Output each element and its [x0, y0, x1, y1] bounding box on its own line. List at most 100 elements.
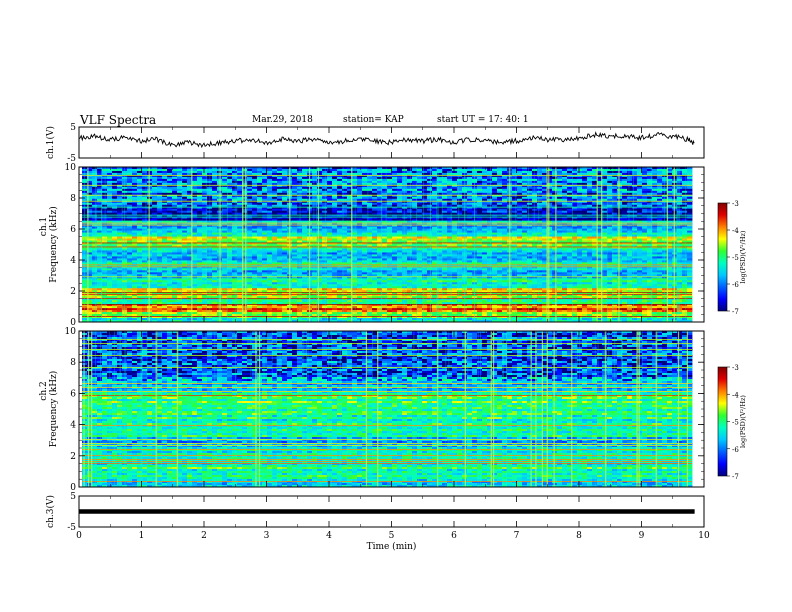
- spectrogram-cell: [402, 214, 408, 218]
- spectrogram-cell: [222, 202, 228, 206]
- spectrogram-cell: [652, 202, 658, 206]
- spectrogram-cell: [642, 182, 648, 186]
- spectrogram-cell: [687, 210, 693, 214]
- spectrogram-cell: [612, 222, 618, 226]
- spectrogram-cell: [152, 186, 158, 190]
- spectrogram-cell: [612, 212, 618, 216]
- spectrogram-cell: [422, 206, 428, 210]
- spectrogram-cell: [482, 232, 488, 235]
- spectrogram-cell: [102, 194, 108, 198]
- spectrogram-cell: [647, 216, 653, 220]
- spectrogram-cell: [347, 226, 353, 230]
- spectrogram-cell: [97, 204, 103, 208]
- spectrogram-cell: [297, 234, 303, 237]
- spectrogram-cell: [157, 210, 163, 214]
- spectrogram-cell: [627, 228, 633, 231]
- spectrogram-cell: [132, 220, 138, 224]
- spectrogram-cell: [517, 204, 523, 208]
- spectrogram-cell: [547, 198, 553, 202]
- spectrogram-cell: [587, 202, 593, 206]
- spectrogram-cell: [317, 167, 323, 170]
- spectrogram-cell: [652, 210, 658, 214]
- spectrogram-cell: [442, 214, 448, 218]
- spectrogram-cell: [327, 190, 333, 194]
- spectrogram-cell: [182, 224, 188, 228]
- spectrogram-cell: [522, 234, 528, 237]
- spectrogram-cell: [207, 212, 213, 216]
- spectrogram-cell: [122, 200, 128, 204]
- spectrogram-cell: [357, 184, 363, 188]
- spectrogram-cell: [382, 194, 388, 198]
- spectrogram-cell: [577, 226, 583, 230]
- spectrogram-cell: [347, 216, 353, 220]
- spectrogram-cell: [162, 224, 168, 228]
- spectrogram-cell: [302, 184, 308, 188]
- spectrogram-cell: [452, 206, 458, 210]
- spectrogram-cell: [552, 190, 558, 194]
- spectrogram-cell: [642, 236, 648, 239]
- spectrogram-cell: [462, 218, 468, 222]
- spectrogram-cell: [402, 184, 408, 188]
- spectrogram-cell: [257, 198, 263, 202]
- spectrogram-cell: [292, 204, 298, 208]
- spectrogram-cell: [182, 188, 188, 192]
- spectrogram-cell: [637, 170, 643, 174]
- spectrogram-cell: [592, 222, 598, 226]
- spectrogram-cell: [367, 188, 373, 192]
- spectrogram-cell: [377, 172, 383, 176]
- spectrogram-cell: [462, 172, 468, 176]
- spectrogram-cell: [642, 214, 648, 218]
- spectrogram-cell: [537, 184, 543, 188]
- spectrogram-cell: [422, 210, 428, 214]
- spectrogram-cell: [377, 167, 383, 170]
- spectrogram-cell: [187, 234, 193, 237]
- spectrogram-cell: [172, 186, 178, 190]
- spectrogram-cell: [627, 196, 633, 200]
- spectrogram-cell: [272, 234, 278, 237]
- spectrogram-cell: [447, 236, 453, 239]
- spectrogram-cell: [112, 194, 118, 198]
- spectrogram-cell: [97, 228, 103, 231]
- spectrogram-cell: [297, 170, 303, 174]
- spectrogram-cell: [357, 216, 363, 220]
- spectrogram-cell: [97, 184, 103, 188]
- spectrogram-cell: [92, 220, 98, 224]
- spectrogram-cell: [357, 202, 363, 206]
- spectrogram-cell: [207, 236, 213, 239]
- spectrogram-cell: [297, 180, 303, 184]
- spectrogram-cell: [197, 170, 203, 174]
- spectrogram-cell: [192, 174, 198, 178]
- spectrogram-cell: [592, 216, 598, 220]
- spectrogram-cell: [502, 170, 508, 174]
- spectrogram-cell: [432, 176, 438, 180]
- spectrogram-cell: [127, 238, 133, 241]
- spectrogram-cell: [682, 198, 688, 202]
- spectrogram-cell: [397, 222, 403, 226]
- spectrogram-cell: [97, 226, 103, 230]
- spectrogram-cell: [387, 224, 393, 228]
- spectrogram-cell: [407, 200, 413, 204]
- spectrogram-cell: [362, 226, 368, 230]
- spectrogram-cell: [302, 232, 308, 235]
- spectrogram-cell: [167, 170, 173, 174]
- spectrogram-cell: [607, 212, 613, 216]
- spectrogram-cell: [597, 198, 603, 202]
- spectrogram-cell: [432, 182, 438, 186]
- spectrogram-cell: [497, 216, 503, 220]
- spectrogram-cell: [272, 212, 278, 216]
- spectrogram-cell: [517, 186, 523, 190]
- spectrogram-cell: [342, 174, 348, 178]
- spectrogram-cell: [482, 172, 488, 176]
- spectrogram-cell: [477, 204, 483, 208]
- spectrogram-cell: [457, 226, 463, 230]
- spectrogram-cell: [197, 176, 203, 180]
- spectrogram-cell: [677, 198, 683, 202]
- spectrogram-cell: [182, 180, 188, 184]
- spectrogram-cell: [632, 198, 638, 202]
- spectrogram-cell: [492, 174, 498, 178]
- spectrogram-cell: [257, 192, 263, 196]
- spectrogram-cell: [117, 232, 123, 235]
- spectrogram-cell: [167, 196, 173, 200]
- spectrogram-cell: [207, 182, 213, 186]
- spectrogram-cell: [512, 178, 518, 182]
